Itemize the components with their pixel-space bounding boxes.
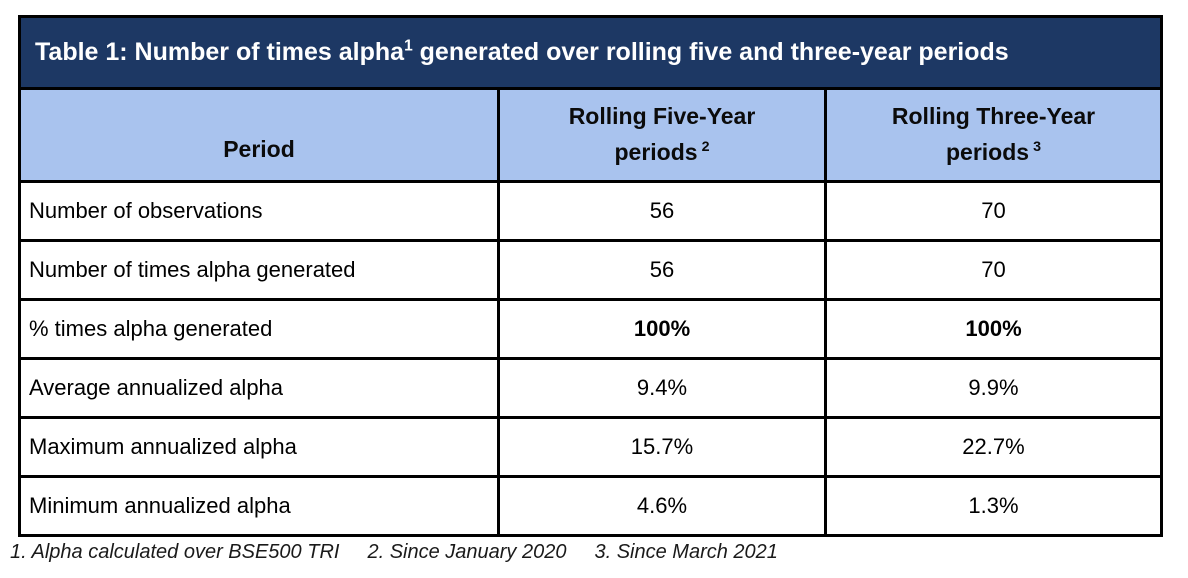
table-row: Number of observations 56 70 xyxy=(18,180,1163,242)
cell-five-year: 56 xyxy=(497,239,827,301)
cell-five-year: 100% xyxy=(497,298,827,360)
footnote-1: 1. Alpha calculated over BSE500 TRI xyxy=(10,541,340,563)
footnote-3: 3. Since March 2021 xyxy=(594,541,778,563)
column-header-period: Period xyxy=(18,87,500,183)
table-title: Table 1: Number of times alpha1 generate… xyxy=(18,15,1163,90)
alpha-generation-table: Table 1: Number of times alpha1 generate… xyxy=(18,15,1163,537)
five-year-header-line1: Rolling Five-Year xyxy=(568,103,756,130)
cell-five-year: 4.6% xyxy=(497,475,827,537)
cell-three-year: 70 xyxy=(824,180,1163,242)
three-year-header-line2: periods xyxy=(945,139,1030,165)
table-row: % times alpha generated 100% 100% xyxy=(18,298,1163,360)
cell-five-year: 9.4% xyxy=(497,357,827,419)
column-header-three-year: Rolling Three-Year periods 3 xyxy=(824,87,1163,183)
table-row: Maximum annualized alpha 15.7% 22.7% xyxy=(18,416,1163,478)
table-title-rest: generated over rolling five and three-ye… xyxy=(419,38,1009,66)
table-row: Number of times alpha generated 56 70 xyxy=(18,239,1163,301)
table-row: Minimum annualized alpha 4.6% 1.3% xyxy=(18,475,1163,537)
footnote-2: 2. Since January 2020 xyxy=(367,541,567,563)
table-title-text: Table 1: Number of times alpha xyxy=(35,38,405,66)
row-label: Number of observations xyxy=(18,180,500,242)
row-label: % times alpha generated xyxy=(18,298,500,360)
cell-three-year: 70 xyxy=(824,239,1163,301)
three-year-header-line1: Rolling Three-Year xyxy=(891,103,1096,130)
footnote-line: 1. Alpha calculated over BSE500 TRI 2. S… xyxy=(10,541,778,564)
row-label: Maximum annualized alpha xyxy=(18,416,500,478)
five-year-header-line2: periods xyxy=(614,139,698,165)
cell-five-year: 56 xyxy=(497,180,827,242)
table-title-footnote-ref: 1 xyxy=(404,37,413,55)
five-year-footnote-ref: 2 xyxy=(701,139,710,156)
row-label: Number of times alpha generated xyxy=(18,239,500,301)
table-row: Average annualized alpha 9.4% 9.9% xyxy=(18,357,1163,419)
cell-five-year: 15.7% xyxy=(497,416,827,478)
cell-three-year: 9.9% xyxy=(824,357,1163,419)
column-header-row: Period Rolling Five-Year periods 2 Rollin… xyxy=(18,87,1163,183)
table-title-bar: Table 1: Number of times alpha1 generate… xyxy=(18,15,1163,90)
row-label: Average annualized alpha xyxy=(18,357,500,419)
cell-three-year: 100% xyxy=(824,298,1163,360)
column-header-five-year: Rolling Five-Year periods 2 xyxy=(497,87,827,183)
row-label: Minimum annualized alpha xyxy=(18,475,500,537)
three-year-footnote-ref: 3 xyxy=(1033,139,1041,156)
cell-three-year: 1.3% xyxy=(824,475,1163,537)
cell-three-year: 22.7% xyxy=(824,416,1163,478)
